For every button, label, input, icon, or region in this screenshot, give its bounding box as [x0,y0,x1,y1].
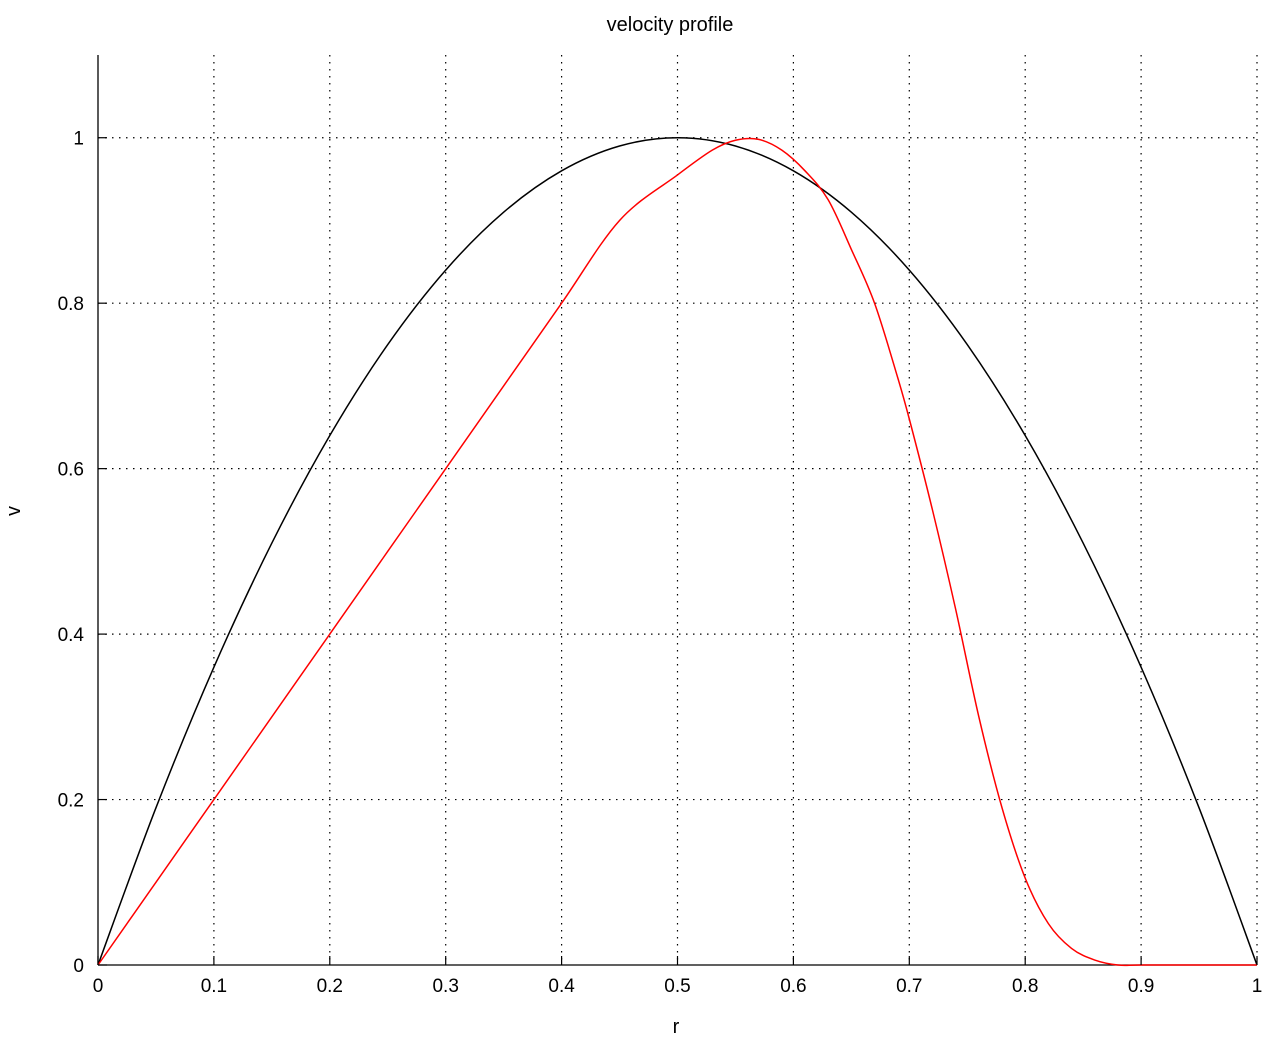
x-tick-label: 0.2 [317,976,343,997]
x-tick-label: 0.9 [1128,976,1154,997]
series-line-2 [97,137,1257,967]
y-tick-label: 1 [73,129,84,150]
x-tick-label: 0 [93,976,104,997]
x-tick-label: 0.5 [664,976,690,997]
x-tick-label: 0.6 [780,976,806,997]
x-tick-label: 0.1 [201,976,227,997]
series-line-1 [97,136,1258,966]
x-tick-label: 1 [1252,976,1263,997]
y-tick-label: 0.2 [58,791,84,812]
grid [98,55,1258,965]
y-tick-label: 0.4 [58,625,85,646]
tick-labels: 0 0.1 0.2 0.3 0.4 0.5 0.6 0.7 0.8 0.9 1 0 0.2 0.4 0.6 0… [58,129,1263,997]
series-layer [97,136,1258,967]
x-axis-label: r [673,1016,680,1038]
chart-title: velocity profile [607,14,734,36]
y-tick-label: 0.6 [58,460,84,481]
x-tick-label: 0.8 [1012,976,1038,997]
x-tick-label: 0.3 [432,976,458,997]
x-tick-label: 0.7 [896,976,922,997]
x-tick-label: 0.4 [548,976,575,997]
y-axis-label: v [3,506,25,516]
y-tick-label: 0.8 [58,294,84,315]
y-tick-label: 0 [73,956,84,977]
